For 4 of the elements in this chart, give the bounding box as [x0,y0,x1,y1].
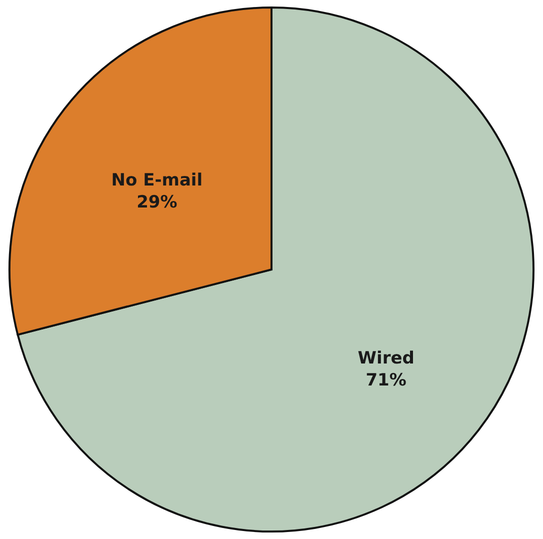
data-label: 71% [366,370,406,390]
data-label: 29% [136,192,178,213]
slice-label: No E-mail [111,170,203,191]
slice-label: Wired [358,348,414,368]
